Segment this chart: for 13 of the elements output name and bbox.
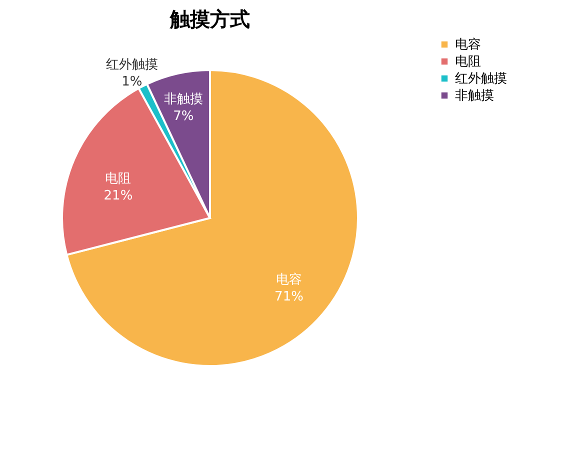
slice-label: 电阻 [105, 171, 132, 186]
data-label: 7% [173, 108, 194, 124]
chart-title: 触摸方式 [169, 7, 250, 31]
slice-label: 红外触摸 [106, 58, 158, 73]
data-label: 1% [122, 74, 142, 90]
data-label: 21% [104, 188, 133, 204]
slice-label: 非触摸 [164, 92, 203, 107]
legend-label: 电阻 [455, 54, 481, 70]
slice-label: 电容 [276, 271, 302, 288]
legend-label: 电容 [455, 36, 481, 52]
data-label: 71% [274, 289, 304, 304]
legend-label: 红外触摸 [455, 72, 507, 86]
legend-label: 非触摸 [455, 88, 494, 104]
